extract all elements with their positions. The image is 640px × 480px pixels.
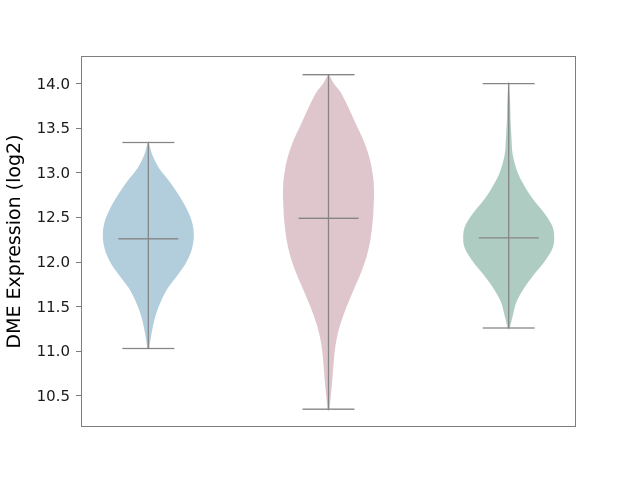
- y-tick-label: 11.0: [36, 342, 70, 361]
- y-tick-mark: [76, 172, 81, 174]
- y-tick-label: 13.0: [36, 163, 70, 182]
- y-tick-label: 12.0: [36, 253, 70, 271]
- y-tick-mark: [76, 261, 81, 263]
- y-tick-mark: [76, 395, 81, 397]
- y-tick-mark: [76, 83, 81, 85]
- y-tick-mark: [76, 350, 81, 352]
- y-tick-label: 13.5: [36, 119, 70, 138]
- y-tick-mark: [76, 216, 81, 218]
- y-tick-label: 14.0: [36, 74, 70, 93]
- y-tick-label: 10.5: [36, 386, 70, 405]
- y-tick-label: 12.5: [36, 208, 70, 227]
- y-tick-mark: [76, 306, 81, 308]
- y-tick-mark: [76, 127, 81, 129]
- y-tick-label: 11.5: [36, 297, 70, 316]
